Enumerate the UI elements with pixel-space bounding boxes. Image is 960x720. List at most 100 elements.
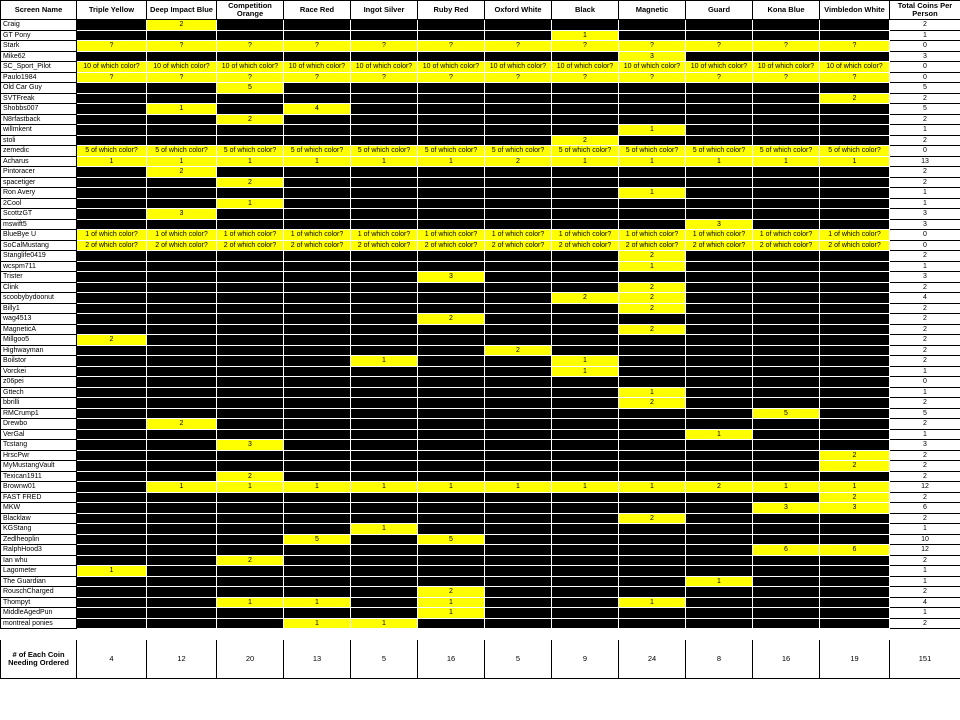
coin-count-cell: 3 bbox=[752, 502, 820, 514]
row-total-cell: 5 bbox=[889, 103, 960, 115]
coin-count-cell: 2 bbox=[551, 292, 619, 304]
empty-cell bbox=[819, 313, 890, 325]
empty-cell bbox=[819, 554, 890, 566]
empty-cell bbox=[146, 218, 217, 230]
empty-cell bbox=[618, 407, 686, 419]
screen-name-cell: Old Car Guy bbox=[0, 82, 77, 94]
coin-count-cell: 2 of which color? bbox=[417, 239, 485, 251]
row-total-cell: 2 bbox=[889, 113, 960, 125]
empty-cell bbox=[484, 386, 552, 398]
empty-cell bbox=[146, 334, 217, 346]
empty-cell bbox=[350, 575, 418, 587]
table-row: Lagometer 1 1 bbox=[0, 565, 960, 577]
row-total-cell: 1 bbox=[889, 260, 960, 272]
table-row: Boilstor 1 1 2 bbox=[0, 355, 960, 367]
empty-cell bbox=[350, 29, 418, 41]
empty-cell bbox=[350, 92, 418, 104]
table-row: MiddleAgedPun 1 1 bbox=[0, 607, 960, 619]
coin-count-cell: 1 bbox=[350, 481, 418, 493]
empty-cell bbox=[752, 103, 820, 115]
empty-cell bbox=[283, 250, 351, 262]
coin-count-cell: 5 of which color? bbox=[618, 145, 686, 157]
coin-count-cell: 1 bbox=[417, 155, 485, 167]
empty-cell bbox=[551, 596, 619, 608]
empty-cell bbox=[484, 218, 552, 230]
row-total-cell: 2 bbox=[889, 323, 960, 335]
empty-cell bbox=[76, 439, 147, 451]
empty-cell bbox=[752, 113, 820, 125]
empty-cell bbox=[216, 292, 284, 304]
empty-cell bbox=[350, 502, 418, 514]
empty-cell bbox=[752, 82, 820, 94]
empty-cell bbox=[484, 271, 552, 283]
empty-cell bbox=[685, 113, 753, 125]
empty-cell bbox=[417, 29, 485, 41]
coin-count-cell: 1 bbox=[551, 29, 619, 41]
column-header-color: Ingot Silver bbox=[350, 0, 418, 20]
empty-cell bbox=[146, 187, 217, 199]
empty-cell bbox=[216, 544, 284, 556]
empty-cell bbox=[551, 397, 619, 409]
row-total-cell: 2 bbox=[889, 554, 960, 566]
empty-cell bbox=[350, 260, 418, 272]
empty-cell bbox=[685, 302, 753, 314]
coin-count-cell: 3 bbox=[146, 208, 217, 220]
table-row: ScottzGT 3 3 bbox=[0, 208, 960, 220]
empty-cell bbox=[551, 281, 619, 293]
empty-cell bbox=[819, 19, 890, 31]
empty-cell bbox=[819, 250, 890, 262]
empty-cell bbox=[417, 470, 485, 482]
empty-cell bbox=[216, 376, 284, 388]
empty-cell bbox=[752, 365, 820, 377]
empty-cell bbox=[551, 82, 619, 94]
empty-cell bbox=[484, 607, 552, 619]
column-header-screen-name: Screen Name bbox=[0, 0, 77, 20]
empty-cell bbox=[551, 113, 619, 125]
screen-name-cell: Texican1911 bbox=[0, 470, 77, 482]
empty-cell bbox=[484, 92, 552, 104]
empty-cell bbox=[551, 19, 619, 31]
empty-cell bbox=[146, 134, 217, 146]
empty-cell bbox=[551, 554, 619, 566]
screen-name-cell: SVTFreak bbox=[0, 92, 77, 104]
coin-count-cell: 1 of which color? bbox=[819, 229, 890, 241]
screen-name-cell: MKW bbox=[0, 502, 77, 514]
coin-count-cell: 2 of which color? bbox=[216, 239, 284, 251]
empty-cell bbox=[752, 334, 820, 346]
empty-cell bbox=[76, 502, 147, 514]
coin-count-cell: 1 of which color? bbox=[484, 229, 552, 241]
row-total-cell: 2 bbox=[889, 302, 960, 314]
footer-color-total: 5 bbox=[350, 639, 418, 679]
empty-cell bbox=[283, 376, 351, 388]
coin-count-cell: 1 bbox=[551, 481, 619, 493]
screen-name-cell: Stanglife0419 bbox=[0, 250, 77, 262]
empty-cell bbox=[484, 565, 552, 577]
empty-cell bbox=[685, 134, 753, 146]
empty-cell bbox=[551, 575, 619, 587]
coin-count-cell: 10 of which color? bbox=[283, 61, 351, 73]
coin-count-cell: 2 bbox=[551, 134, 619, 146]
table-row: montreal ponies 1 1 2 bbox=[0, 617, 960, 629]
empty-cell bbox=[484, 50, 552, 62]
empty-cell bbox=[283, 323, 351, 335]
row-total-cell: 1 bbox=[889, 523, 960, 535]
empty-cell bbox=[752, 250, 820, 262]
row-total-cell: 0 bbox=[889, 376, 960, 388]
coin-count-cell: ? bbox=[417, 71, 485, 83]
empty-cell bbox=[417, 418, 485, 430]
coin-count-cell: 10 of which color? bbox=[146, 61, 217, 73]
footer-color-total: 5 bbox=[484, 639, 552, 679]
empty-cell bbox=[484, 302, 552, 314]
empty-cell bbox=[752, 439, 820, 451]
empty-cell bbox=[76, 586, 147, 598]
empty-cell bbox=[350, 607, 418, 619]
coin-count-cell: 1 bbox=[752, 481, 820, 493]
column-header-color: Vimbledon White bbox=[819, 0, 890, 20]
empty-cell bbox=[618, 607, 686, 619]
coin-count-cell: 1 of which color? bbox=[76, 229, 147, 241]
empty-cell bbox=[685, 607, 753, 619]
empty-cell bbox=[146, 386, 217, 398]
empty-cell bbox=[216, 323, 284, 335]
empty-cell bbox=[618, 575, 686, 587]
coin-count-cell: ? bbox=[146, 40, 217, 52]
